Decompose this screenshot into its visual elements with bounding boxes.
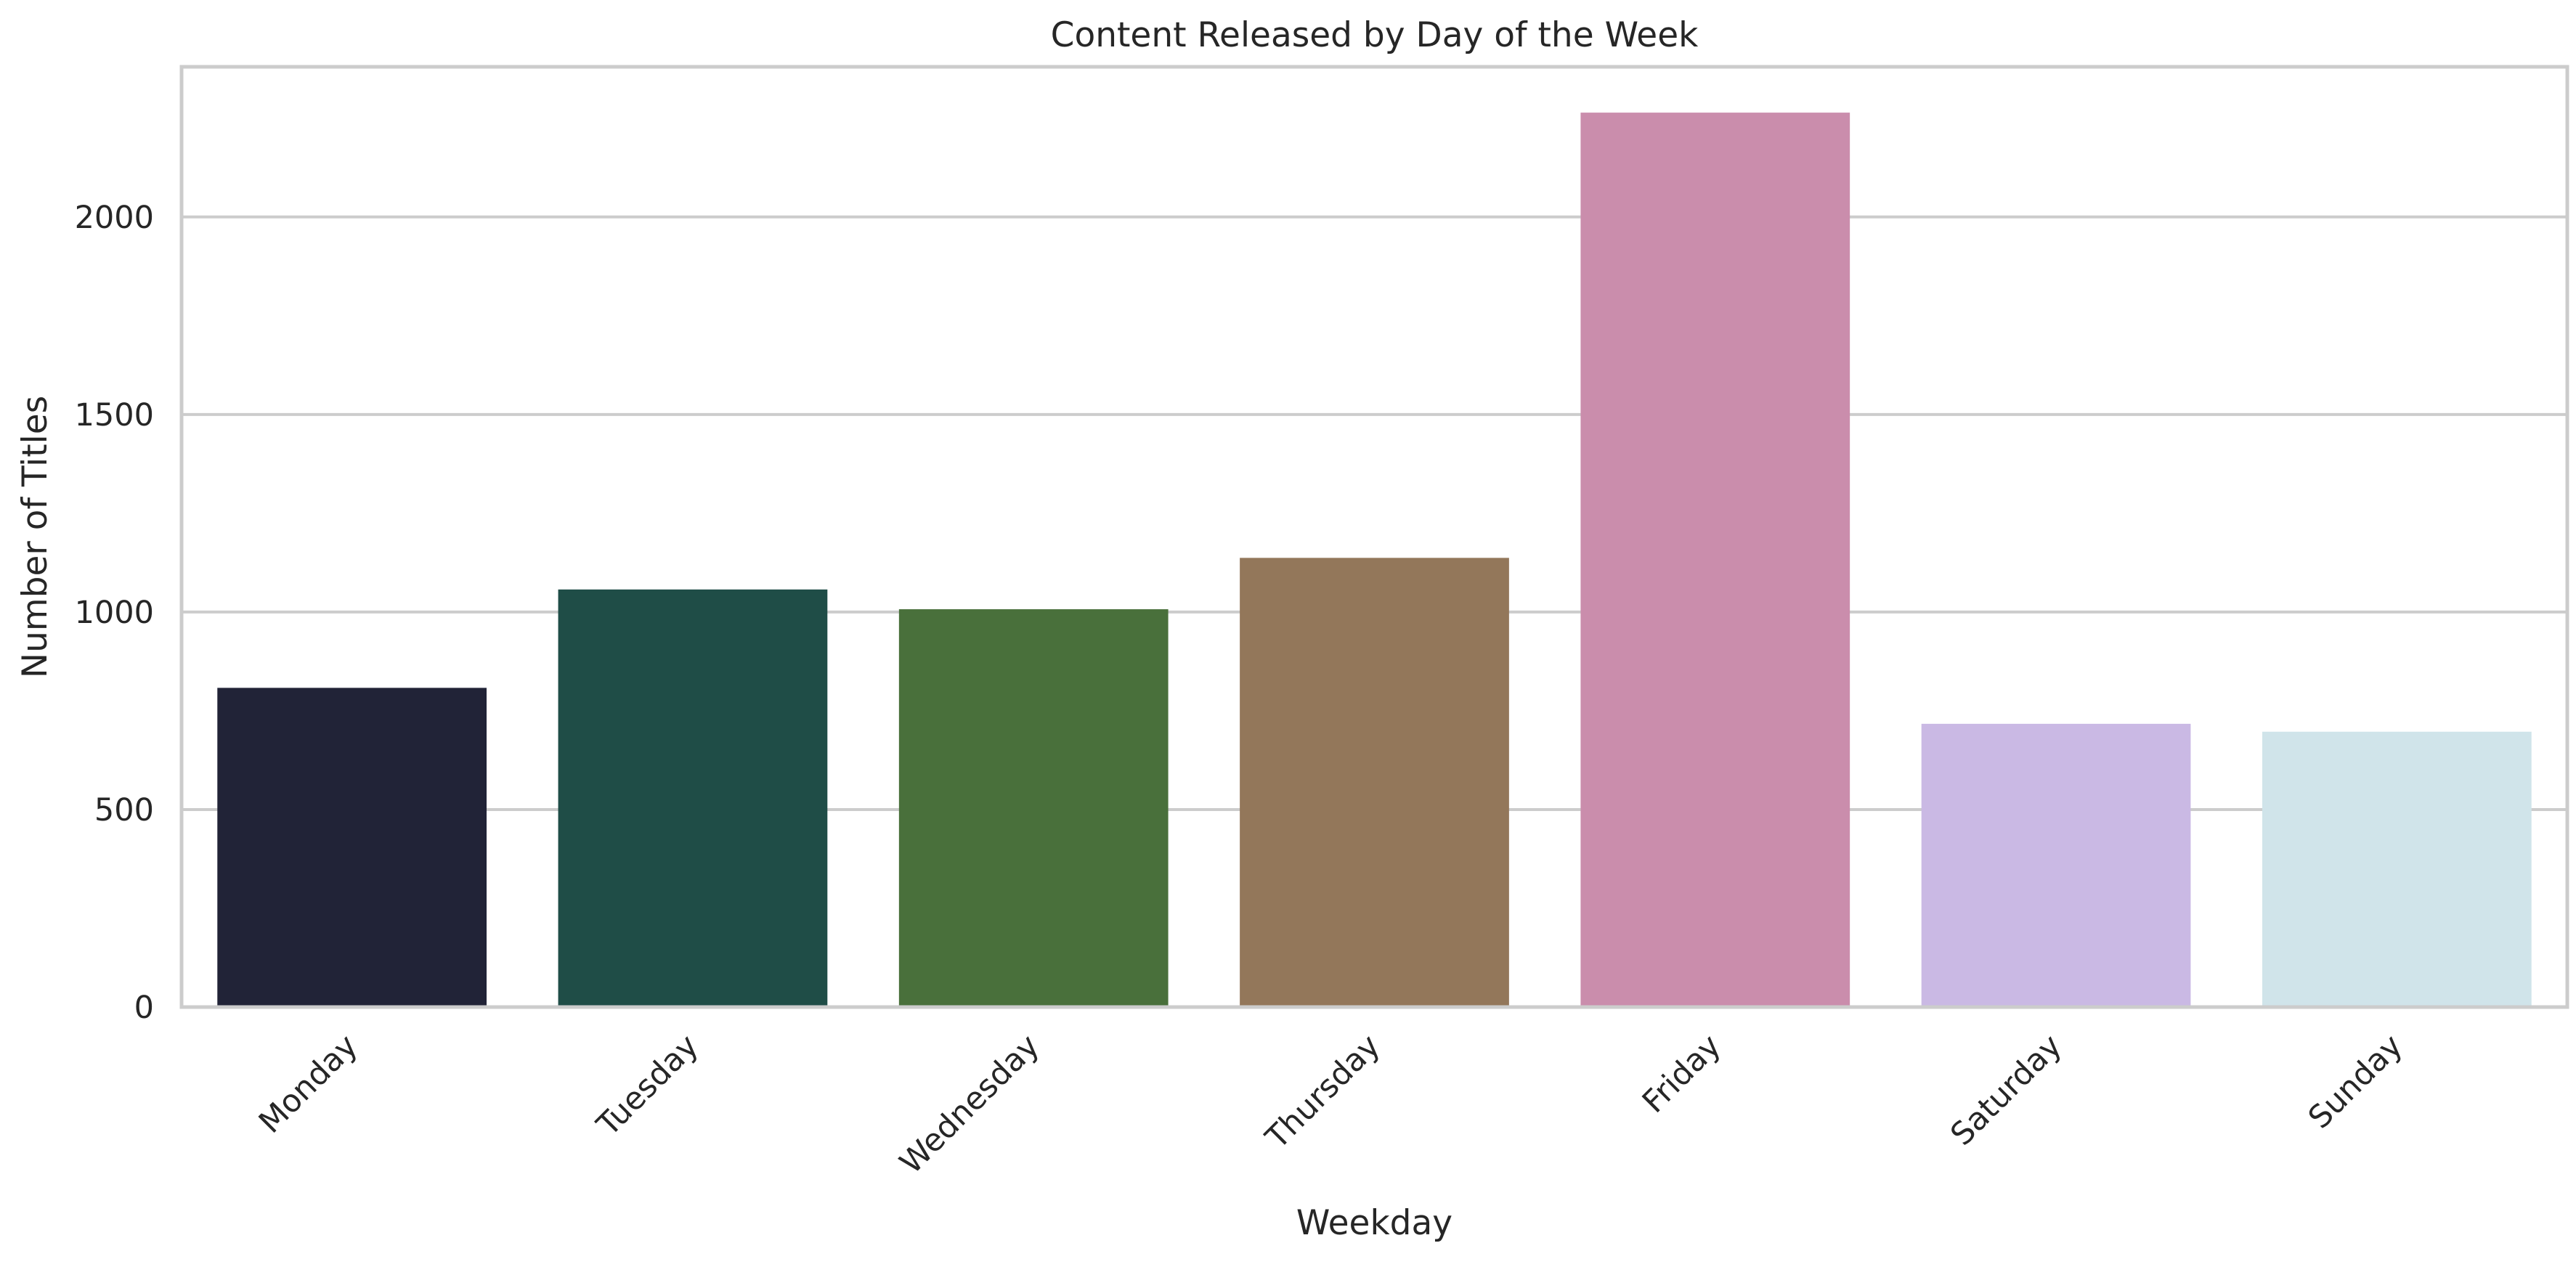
- plot-frame: [179, 65, 2569, 1009]
- bar-saturday: [1921, 723, 2191, 1007]
- x-tick-label-saturday: Saturday: [1943, 1027, 2068, 1152]
- x-tick-label-friday: Friday: [1636, 1027, 1728, 1120]
- bar-wednesday: [898, 609, 1169, 1007]
- y-tick-label: 0: [134, 990, 154, 1026]
- bar-thursday: [1240, 558, 1509, 1007]
- bar-friday: [1580, 113, 1850, 1007]
- y-tick-label: 1000: [75, 595, 154, 631]
- x-axis-ticks: Monday Tuesday Wednesday Thursday Friday Satu…: [252, 1027, 2410, 1181]
- x-tick-label-monday: Monday: [252, 1027, 365, 1140]
- x-tick-label-sunday: Sunday: [2301, 1027, 2410, 1136]
- y-axis-label: Number of Titles: [15, 396, 55, 678]
- y-tick-label: 500: [94, 792, 154, 828]
- chart-title: Content Released by Day of the Week: [1051, 15, 1699, 55]
- y-tick-label: 2000: [75, 200, 154, 236]
- y-axis-ticks: 0 500 1000 1500 2000: [75, 200, 154, 1026]
- x-axis-label: Weekday: [1296, 1203, 1452, 1243]
- bar-sunday: [2262, 731, 2532, 1007]
- x-tick-label-tuesday: Tuesday: [590, 1027, 706, 1144]
- bars: [217, 113, 2532, 1007]
- x-tick-label-wednesday: Wednesday: [893, 1027, 1047, 1181]
- bar-monday: [217, 688, 487, 1007]
- y-tick-label: 1500: [75, 397, 154, 433]
- bar-tuesday: [558, 589, 828, 1007]
- x-tick-label-thursday: Thursday: [1259, 1027, 1387, 1156]
